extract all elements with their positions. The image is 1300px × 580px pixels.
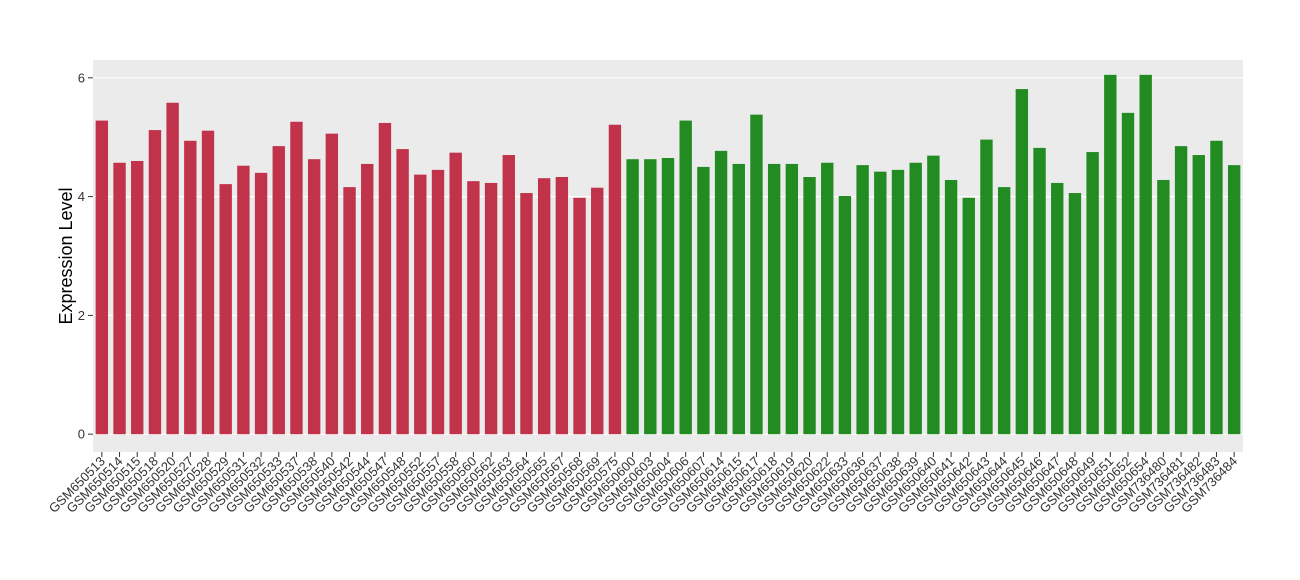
bar: [714, 150, 728, 435]
bar: [1157, 179, 1170, 435]
bar: [803, 177, 816, 435]
bar: [661, 158, 675, 435]
bar: [325, 133, 339, 435]
bar: [1033, 147, 1046, 435]
bar: [697, 166, 710, 435]
bar: [1174, 146, 1188, 435]
bar: [520, 193, 533, 435]
bar: [414, 174, 427, 435]
bar: [201, 130, 215, 435]
bar: [644, 159, 657, 435]
bar: [785, 163, 799, 435]
bar: [431, 169, 445, 435]
bar: [732, 163, 745, 435]
y-tick-label: 4: [78, 189, 85, 204]
bar: [591, 187, 604, 435]
bar: [95, 120, 109, 435]
bar: [1086, 152, 1099, 435]
bar: [343, 187, 356, 435]
bar: [1210, 140, 1223, 435]
bar: [909, 162, 922, 435]
bar: [1068, 193, 1082, 435]
bar: [378, 122, 392, 435]
y-tick-label: 2: [78, 308, 85, 323]
bar: [1015, 89, 1029, 435]
bar: [838, 196, 852, 435]
bar: [290, 121, 303, 435]
bar: [821, 162, 834, 435]
bar: [537, 178, 551, 435]
bar: [484, 182, 498, 435]
y-tick-label: 6: [78, 70, 85, 85]
bar: [1121, 112, 1135, 435]
bar: [467, 181, 480, 435]
bar: [750, 114, 763, 435]
bar: [608, 124, 622, 435]
bar: [1104, 74, 1117, 435]
bar: [891, 169, 905, 435]
bar: [272, 146, 285, 435]
bar: [874, 171, 887, 435]
bar: [361, 163, 374, 435]
bar: [679, 120, 692, 435]
bar: [962, 197, 975, 435]
bar: [254, 172, 268, 435]
bar: [626, 159, 639, 435]
bar: [1139, 74, 1152, 435]
bar: [555, 177, 569, 435]
bar: [148, 130, 162, 435]
bar: [166, 102, 179, 435]
y-tick-label: 0: [78, 427, 85, 442]
bar: [184, 140, 197, 435]
bar: [980, 139, 993, 435]
bar: [767, 163, 781, 435]
bar: [237, 165, 250, 435]
y-axis-label: Expression Level: [56, 187, 76, 324]
bar: [449, 152, 462, 435]
bar: [1192, 155, 1205, 435]
bar: [113, 162, 126, 435]
bar: [573, 197, 586, 435]
bar: [944, 179, 958, 435]
bar: [502, 155, 515, 435]
bar: [997, 187, 1011, 435]
bar: [1051, 182, 1064, 435]
bar: [131, 160, 144, 435]
bar: [219, 184, 232, 435]
bar: [396, 149, 409, 435]
bar: [1227, 165, 1241, 435]
bar: [927, 155, 940, 435]
bar: [856, 165, 869, 435]
bar: [307, 159, 321, 435]
